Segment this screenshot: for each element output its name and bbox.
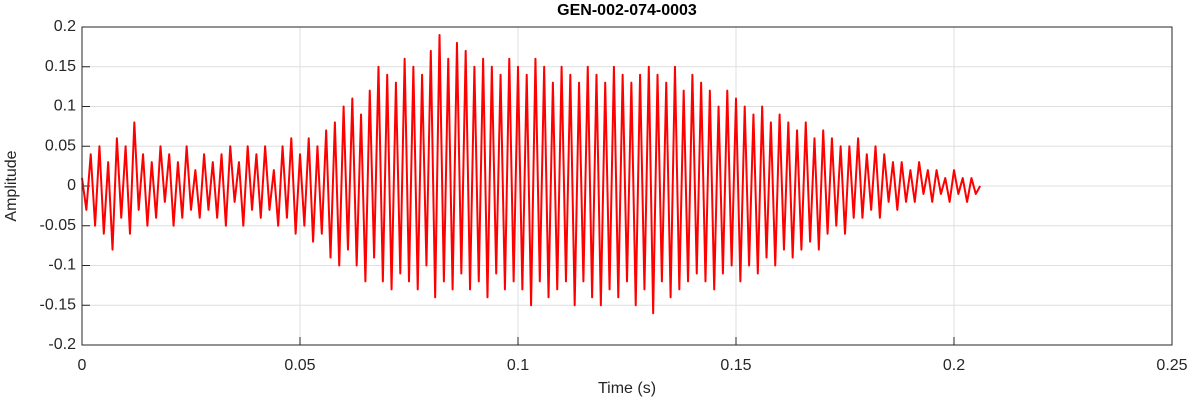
- y-tick-label: 0.1: [54, 98, 76, 115]
- x-tick-label: 0.05: [284, 357, 315, 374]
- y-tick-label: 0.15: [45, 58, 76, 75]
- x-tick-label: 0.15: [720, 357, 751, 374]
- y-axis-label: Amplitude: [3, 150, 20, 221]
- y-tick-label: -0.15: [40, 296, 77, 313]
- y-tick-label: 0.2: [54, 18, 76, 35]
- x-tick-label: 0.1: [507, 357, 529, 374]
- y-tick-label: -0.1: [48, 257, 76, 274]
- waveform: [81, 33, 982, 315]
- y-tick-label: -0.2: [48, 336, 76, 353]
- x-tick-label: 0.25: [1156, 357, 1187, 374]
- y-tick-label: 0.05: [45, 137, 76, 154]
- y-tick-label: -0.05: [40, 217, 77, 234]
- axes-frame: [81, 26, 1173, 346]
- x-tick-label: 0.2: [943, 357, 965, 374]
- x-axis-label: Time (s): [598, 380, 656, 397]
- y-tick-label: 0: [67, 177, 76, 194]
- x-tick-label: 0: [78, 357, 87, 374]
- chart-title: GEN-002-074-0003: [557, 2, 697, 19]
